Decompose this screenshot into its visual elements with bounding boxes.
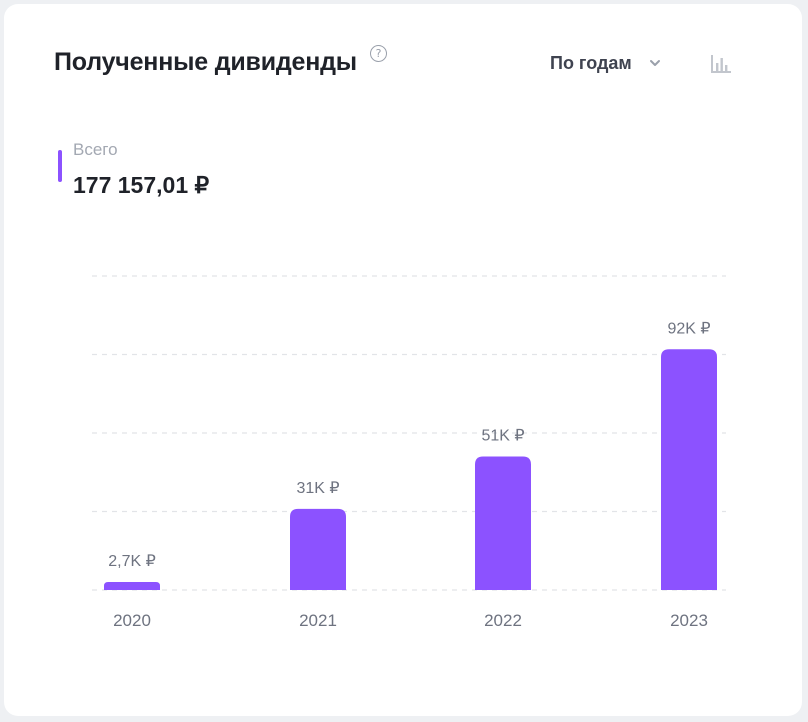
dividends-bar-chart: 2,7K ₽ 2020 31K ₽ 2021 51K ₽ 2022 92K ₽ 2023 — [92, 275, 726, 630]
bar-value-label: 51K ₽ — [481, 428, 524, 445]
chevron-down-icon — [649, 60, 660, 66]
card-title: Полученные дивиденды — [54, 48, 357, 76]
bar-2022[interactable] — [475, 456, 531, 590]
bar-2023[interactable] — [661, 349, 717, 590]
x-tick-label: 2021 — [299, 611, 337, 630]
help-icon[interactable]: ? — [370, 45, 387, 62]
period-select-label: По годам — [550, 52, 632, 73]
bar-2020[interactable] — [104, 582, 160, 590]
period-select[interactable]: По годам — [550, 50, 662, 76]
bar-chart-icon[interactable] — [710, 54, 732, 74]
bar-value-label: 2,7K ₽ — [108, 553, 156, 570]
bar-value-label: 31K ₽ — [296, 480, 339, 497]
dividends-card: Полученные дивиденды ? По годам Всего 17… — [4, 4, 802, 716]
x-tick-label: 2023 — [670, 611, 708, 630]
x-tick-label: 2022 — [484, 611, 522, 630]
total-accent-bar — [58, 150, 62, 182]
bar-value-label: 92K ₽ — [667, 320, 710, 337]
total-caption: Всего — [73, 140, 118, 159]
x-tick-label: 2020 — [113, 611, 151, 630]
bar-2021[interactable] — [290, 508, 346, 590]
total-value: 177 157,01 ₽ — [73, 172, 210, 198]
